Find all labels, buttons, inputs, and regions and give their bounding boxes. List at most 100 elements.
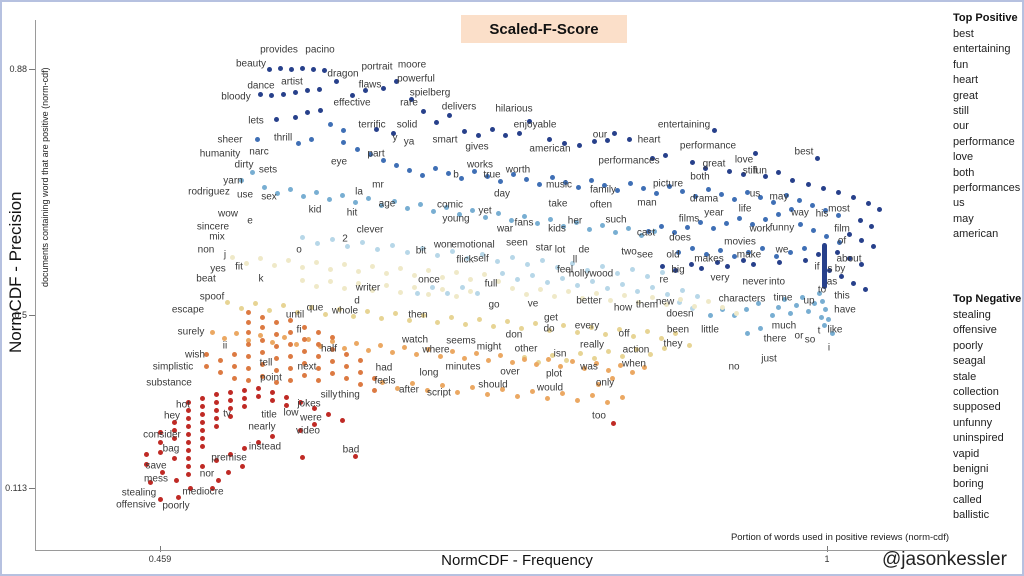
scatter-dot[interactable] [740,171,746,177]
word-label[interactable]: narc [249,146,269,158]
scatter-dot[interactable] [287,353,293,359]
word-label[interactable]: never [742,276,768,288]
word-label[interactable]: save [145,460,167,472]
top-positive-item[interactable]: great [953,89,979,102]
scatter-dot[interactable] [443,204,449,210]
top-negative-item[interactable]: collection [953,386,999,399]
scatter-dot[interactable] [453,293,459,299]
top-negative-item[interactable]: supposed [953,401,1001,414]
scatter-dot[interactable] [524,261,530,267]
scatter-dot[interactable] [757,325,763,331]
scatter-dot[interactable] [369,263,375,269]
scatter-dot[interactable] [718,191,724,197]
scatter-dot[interactable] [281,334,287,340]
word-label[interactable]: about [836,253,862,265]
scatter-dot[interactable] [621,292,627,298]
scatter-dot[interactable] [273,379,279,385]
scatter-dot[interactable] [482,214,488,220]
scatter-dot[interactable] [546,136,552,142]
scatter-dot[interactable] [799,294,805,300]
scatter-dot[interactable] [510,171,516,177]
word-label[interactable]: rare [400,97,418,109]
scatter-dot[interactable] [185,415,191,421]
word-label[interactable]: so [804,334,816,346]
scatter-dot[interactable] [711,127,717,133]
top-negative-item[interactable]: called [953,493,982,506]
scatter-dot[interactable] [343,375,349,381]
scatter-dot[interactable] [404,205,410,211]
scatter-dot[interactable] [199,435,205,441]
scatter-dot[interactable] [397,265,403,271]
top-positive-item[interactable]: heart [953,74,979,87]
scatter-dot[interactable] [171,455,177,461]
scatter-dot[interactable] [315,377,321,383]
scatter-dot[interactable] [432,165,438,171]
word-label[interactable]: surely [177,326,205,338]
scatter-dot[interactable] [299,454,305,460]
word-label[interactable]: k [258,273,264,285]
scatter-dot[interactable] [269,339,275,345]
word-label[interactable]: two [621,246,637,258]
scatter-dot[interactable] [762,216,768,222]
scatter-dot[interactable] [589,392,595,398]
scatter-dot[interactable] [509,359,515,365]
top-positive-item[interactable]: performance [953,135,1015,148]
scatter-dot[interactable] [865,200,871,206]
scatter-dot[interactable] [546,327,552,333]
scatter-dot[interactable] [159,469,165,475]
scatter-dot[interactable] [529,388,535,394]
scatter-dot[interactable] [497,352,503,358]
word-label[interactable]: powerful [397,73,435,85]
scatter-dot[interactable] [329,346,335,352]
word-label[interactable]: yarn [223,175,243,187]
scatter-dot[interactable] [157,449,163,455]
word-label[interactable]: y [392,132,398,144]
scatter-dot[interactable] [199,411,205,417]
scatter-dot[interactable] [826,267,832,273]
scatter-dot[interactable] [495,210,501,216]
word-label[interactable]: was [580,361,598,373]
scatter-dot[interactable] [576,142,582,148]
scatter-dot[interactable] [357,381,363,387]
scatter-dot[interactable] [662,152,668,158]
scatter-dot[interactable] [393,162,399,168]
scatter-dot[interactable] [339,417,345,423]
scatter-dot[interactable] [773,253,779,259]
scatter-dot[interactable] [509,254,515,260]
scatter-dot[interactable] [224,299,230,305]
word-label[interactable]: low [283,407,299,419]
word-label[interactable]: go [488,299,500,311]
scatter-dot[interactable] [217,369,223,375]
word-label[interactable]: hot [176,399,190,411]
word-label[interactable]: do [543,323,555,335]
top-negative-item[interactable]: seagal [953,355,986,368]
scatter-dot[interactable] [213,415,219,421]
scatter-dot[interactable] [341,345,347,351]
word-label[interactable]: tell [259,357,273,369]
word-label[interactable]: mix [209,231,225,243]
word-label[interactable]: nor [199,468,215,480]
scatter-dot[interactable] [299,65,305,71]
scatter-dot[interactable] [532,320,538,326]
word-label[interactable]: by [834,263,846,275]
top-negative-item[interactable]: stealing [953,309,991,321]
scatter-dot[interactable] [411,272,417,278]
word-label[interactable]: writer [355,282,381,294]
scatter-dot[interactable] [663,301,669,307]
word-label[interactable]: hey [163,410,181,422]
word-label[interactable]: thrill [273,132,293,144]
scatter-dot[interactable] [601,182,607,188]
word-label[interactable]: hit [346,207,358,219]
scatter-dot[interactable] [819,298,825,304]
scatter-dot[interactable] [659,269,665,275]
scatter-dot[interactable] [658,223,664,229]
scatter-dot[interactable] [545,356,551,362]
scatter-dot[interactable] [626,136,632,142]
scatter-dot[interactable] [238,305,244,311]
scatter-dot[interactable] [221,335,227,341]
scatter-dot[interactable] [300,193,306,199]
scatter-dot[interactable] [565,288,571,294]
scatter-dot[interactable] [710,225,716,231]
word-label[interactable]: lot [554,244,566,256]
word-label[interactable]: there [763,333,787,345]
